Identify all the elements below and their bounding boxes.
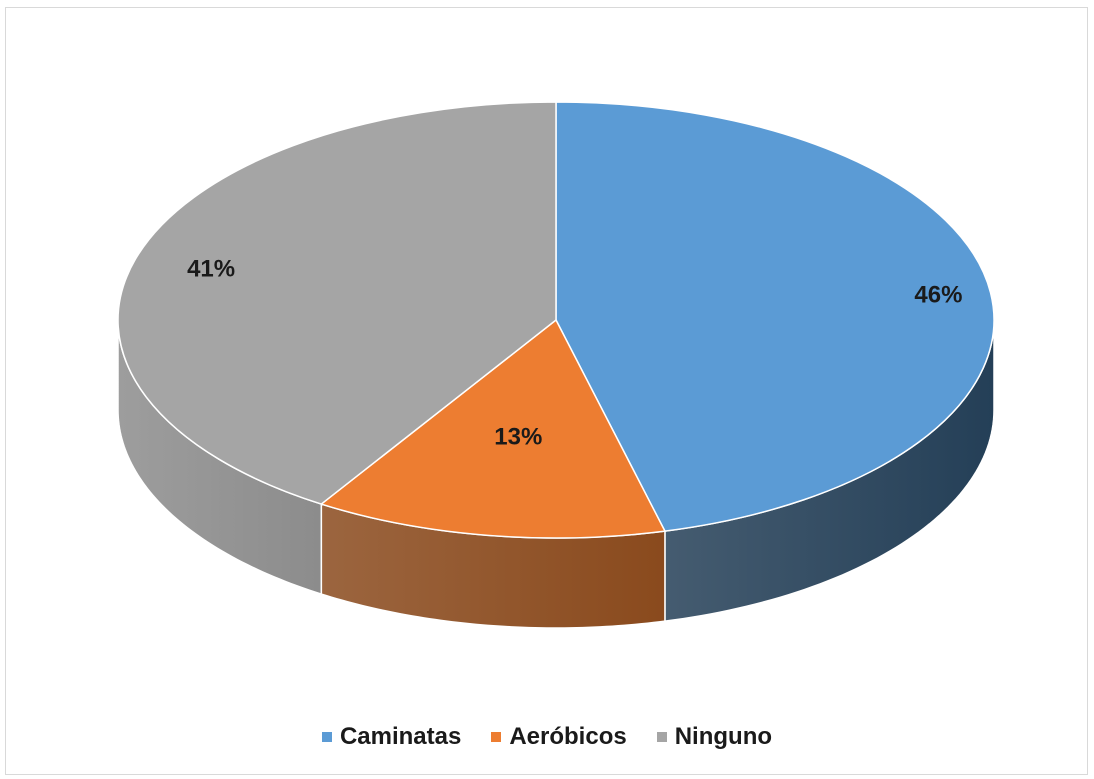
legend-swatch-aerobicos bbox=[491, 732, 502, 742]
legend-label-aerobicos: Aeróbicos bbox=[509, 723, 627, 750]
data-label-aerobicos: 13% bbox=[494, 424, 542, 451]
legend: Caminatas Aeróbicos Ninguno bbox=[0, 723, 1094, 751]
legend-label-caminatas: Caminatas bbox=[339, 723, 462, 750]
legend-swatch-ninguno bbox=[656, 732, 667, 742]
pie-slice-ninguno bbox=[117, 101, 557, 505]
legend-item-caminatas: Caminatas bbox=[321, 723, 462, 751]
legend-item-aerobicos: Aeróbicos bbox=[491, 723, 627, 751]
data-label-caminatas: 46% bbox=[914, 281, 962, 308]
data-label-ninguno: 41% bbox=[187, 255, 235, 282]
pie-slice-caminatas bbox=[555, 101, 995, 532]
legend-item-ninguno: Ninguno bbox=[656, 723, 773, 751]
legend-swatch-caminatas bbox=[321, 732, 332, 742]
legend-label-ninguno: Ninguno bbox=[674, 723, 773, 750]
pie-slice-aerobicos bbox=[319, 318, 667, 539]
